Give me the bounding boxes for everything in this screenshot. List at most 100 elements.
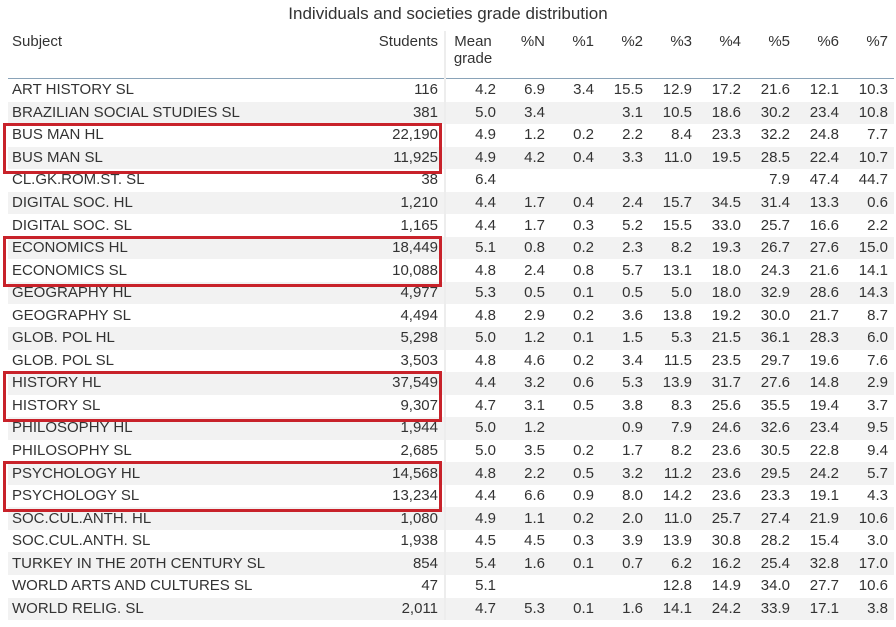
cell-p2: 1.7	[600, 439, 649, 463]
cell-p3: 12.8	[649, 575, 698, 598]
cell-p5: 25.7	[747, 214, 796, 237]
cell-p2: 1.5	[600, 327, 649, 350]
cell-p1: 0.3	[551, 529, 600, 553]
cell-mean-grade: 4.4	[445, 372, 502, 395]
cell-p1: 0.3	[551, 214, 600, 237]
cell-p4: 23.6	[698, 484, 747, 508]
cell-pn: 6.9	[502, 78, 551, 102]
cell-students: 4,494	[360, 304, 446, 328]
cell-students: 10,088	[360, 259, 446, 282]
col-header-p4: %4	[698, 31, 747, 79]
cell-p7: 7.6	[845, 349, 894, 373]
cell-p3: 11.0	[649, 507, 698, 530]
cell-mean-grade: 4.9	[445, 146, 502, 170]
cell-p2	[600, 169, 649, 192]
cell-p1: 0.5	[551, 462, 600, 485]
cell-students: 11,925	[360, 146, 446, 170]
table-row: DIGITAL SOC. SL 1,165 4.4 1.7 0.3 5.2 15.5 33.0…	[8, 214, 894, 237]
cell-p4: 21.5	[698, 327, 747, 350]
cell-p6: 19.6	[796, 349, 845, 373]
cell-p7: 10.7	[845, 146, 894, 170]
cell-p4: 16.2	[698, 552, 747, 576]
cell-p4: 24.2	[698, 597, 747, 621]
cell-p2: 0.7	[600, 552, 649, 576]
cell-p7: 44.7	[845, 169, 894, 192]
cell-p5: 29.7	[747, 349, 796, 373]
col-header-p3: %3	[649, 31, 698, 79]
table-row: GEOGRAPHY HL 4,977 5.3 0.5 0.1 0.5 5.0 18.0 32.9…	[8, 281, 894, 305]
cell-p1: 0.2	[551, 507, 600, 530]
cell-p1: 0.9	[551, 484, 600, 508]
cell-subject: PHILOSOPHY HL	[8, 417, 360, 440]
cell-p4: 23.6	[698, 462, 747, 485]
cell-p6: 21.9	[796, 507, 845, 530]
cell-mean-grade: 4.5	[445, 529, 502, 553]
cell-p1	[551, 169, 600, 192]
cell-p4: 23.3	[698, 124, 747, 147]
cell-pn: 1.2	[502, 417, 551, 440]
col-header-p7: %7	[845, 31, 894, 79]
cell-p5: 21.6	[747, 78, 796, 102]
table-row: BRAZILIAN SOCIAL STUDIES SL 381 5.0 3.4 3.1 1…	[8, 101, 894, 125]
cell-p6: 13.3	[796, 191, 845, 215]
cell-students: 38	[360, 169, 446, 192]
cell-students: 2,685	[360, 439, 446, 463]
cell-p5: 34.0	[747, 575, 796, 598]
col-header-students: Students	[360, 31, 446, 79]
cell-p6: 47.4	[796, 169, 845, 192]
table-row: WORLD ARTS AND CULTURES SL 47 5.1 12.8 14.9 3…	[8, 575, 894, 598]
cell-p7: 15.0	[845, 236, 894, 260]
cell-p1: 0.5	[551, 394, 600, 418]
cell-p4: 24.6	[698, 417, 747, 440]
cell-students: 13,234	[360, 484, 446, 508]
cell-pn: 2.4	[502, 259, 551, 282]
cell-p4: 25.6	[698, 394, 747, 418]
cell-p2: 2.2	[600, 124, 649, 147]
cell-p3: 13.1	[649, 259, 698, 282]
cell-pn	[502, 169, 551, 192]
cell-p1: 3.4	[551, 78, 600, 102]
cell-mean-grade: 5.3	[445, 281, 502, 305]
cell-p2: 0.9	[600, 417, 649, 440]
cell-p4: 31.7	[698, 372, 747, 395]
cell-subject: SOC.CUL.ANTH. SL	[8, 529, 360, 553]
cell-pn: 4.5	[502, 529, 551, 553]
cell-p7: 8.7	[845, 304, 894, 328]
cell-p4: 34.5	[698, 191, 747, 215]
cell-mean-grade: 5.0	[445, 439, 502, 463]
cell-mean-grade: 4.8	[445, 462, 502, 485]
cell-pn: 2.9	[502, 304, 551, 328]
cell-p6: 24.8	[796, 124, 845, 147]
cell-p3: 11.2	[649, 462, 698, 485]
cell-p7: 5.7	[845, 462, 894, 485]
cell-students: 1,938	[360, 529, 446, 553]
cell-subject: TURKEY IN THE 20TH CENTURY SL	[8, 552, 360, 576]
cell-students: 2,011	[360, 597, 446, 621]
cell-p2: 1.6	[600, 597, 649, 621]
cell-p6: 16.6	[796, 214, 845, 237]
cell-p5: 35.5	[747, 394, 796, 418]
cell-p4: 23.5	[698, 349, 747, 373]
cell-p2: 5.3	[600, 372, 649, 395]
cell-p2: 3.1	[600, 101, 649, 125]
cell-p3: 5.0	[649, 281, 698, 305]
table-row: SOC.CUL.ANTH. SL 1,938 4.5 4.5 0.3 3.9 13.9 30.…	[8, 529, 894, 553]
col-header-p5: %5	[747, 31, 796, 79]
cell-p7: 14.1	[845, 259, 894, 282]
cell-p5: 26.7	[747, 236, 796, 260]
cell-p4: 19.3	[698, 236, 747, 260]
cell-p7: 2.2	[845, 214, 894, 237]
cell-p1: 0.1	[551, 327, 600, 350]
cell-pn: 3.5	[502, 439, 551, 463]
cell-p5: 24.3	[747, 259, 796, 282]
cell-students: 116	[360, 78, 446, 102]
cell-subject: BUS MAN SL	[8, 146, 360, 170]
cell-p6: 24.2	[796, 462, 845, 485]
col-header-p1: %1	[551, 31, 600, 79]
cell-p6: 22.8	[796, 439, 845, 463]
cell-subject: GLOB. POL SL	[8, 349, 360, 373]
table-row: PHILOSOPHY SL 2,685 5.0 3.5 0.2 1.7 8.2 23.6 30.…	[8, 439, 894, 463]
cell-pn: 4.2	[502, 146, 551, 170]
cell-p3: 13.8	[649, 304, 698, 328]
cell-subject: SOC.CUL.ANTH. HL	[8, 507, 360, 530]
